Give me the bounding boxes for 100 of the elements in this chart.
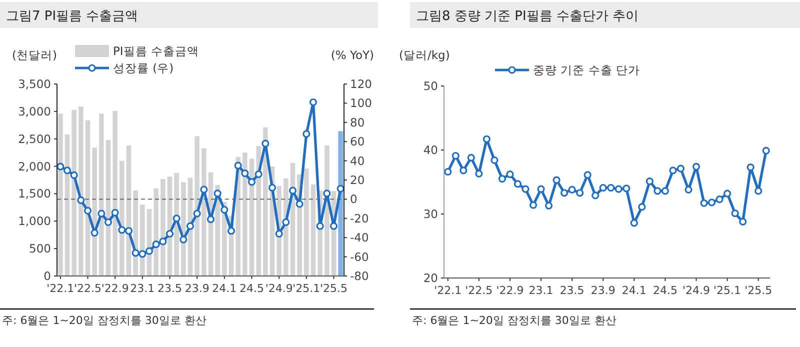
point (661, 187, 670, 195)
point (77, 196, 85, 204)
point (275, 230, 283, 238)
point (614, 185, 622, 193)
point (676, 164, 685, 172)
y-tick-label: 3,000 (18, 104, 51, 118)
point (529, 201, 538, 209)
x-tick-label: '24.9 (682, 284, 710, 297)
point (180, 236, 188, 244)
point (754, 187, 762, 195)
bar (78, 106, 84, 276)
y-tick-label: 20 (423, 271, 438, 285)
point (746, 163, 754, 172)
point (452, 152, 460, 160)
point (172, 214, 180, 222)
point (576, 189, 584, 197)
x-tick-label: 23.1 (130, 282, 155, 295)
legend-label: 성장률 (우) (113, 61, 174, 75)
x-tick-label: 24.1 (622, 284, 646, 297)
legend-label: 중량 기준 수출 단가 (533, 63, 640, 77)
point (214, 190, 222, 198)
point (248, 178, 256, 186)
point (98, 210, 106, 218)
point (654, 187, 662, 195)
bar (120, 160, 124, 276)
point (132, 249, 140, 257)
y2-tick-label: 80 (350, 115, 365, 130)
point (316, 222, 324, 230)
point (336, 184, 344, 192)
x-tick-label: '22.5 (465, 284, 493, 297)
y2-tick-label: 20 (350, 173, 365, 187)
point (186, 222, 194, 230)
point (118, 226, 126, 234)
text: 주: 6월은 1~20일 잠정치를 30일로 환산 (2, 314, 206, 327)
point (90, 229, 98, 237)
y2-tick-label: -60 (350, 250, 369, 264)
text: 주: 6월은 1~20일 잠정치를 30일로 환산 (412, 314, 616, 327)
x-tick-label: 24.5 (652, 284, 678, 297)
y2-tick-label: 120 (350, 77, 372, 91)
point (630, 219, 638, 227)
point (762, 146, 770, 154)
point (302, 130, 310, 138)
point (646, 178, 654, 186)
x-tick-label: 23.5 (158, 282, 182, 295)
x-tick-label: 23.9 (184, 282, 210, 295)
x-tick-label: '25.1 (292, 282, 320, 295)
y-tick-label: 30 (423, 207, 438, 221)
point (724, 190, 732, 198)
point (514, 180, 522, 188)
point (84, 206, 92, 215)
point (544, 202, 553, 210)
point (708, 198, 716, 206)
y-tick-label: 0 (44, 269, 51, 283)
x-tick-label: '25.5 (320, 282, 348, 295)
point (506, 170, 514, 178)
point (234, 162, 242, 170)
point (584, 171, 592, 179)
x-tick-label: 23.9 (590, 284, 616, 297)
x-tick-label: '22.1 (434, 284, 462, 297)
point (254, 170, 262, 178)
point (622, 184, 630, 192)
point (692, 162, 700, 170)
y-tick-label: 1,000 (18, 214, 51, 228)
x-tick-label: '25.5 (744, 284, 772, 297)
y2-tick-label: 100 (350, 96, 372, 110)
y-axis-title: (달러/kg) (399, 48, 450, 62)
x-tick-label: '22.9 (496, 284, 524, 297)
y-tick-label: 3,500 (18, 77, 51, 91)
point (684, 186, 692, 194)
point (669, 166, 677, 174)
x-tick-label: '22.1 (46, 282, 74, 295)
point (552, 176, 560, 184)
point (716, 195, 724, 204)
x-tick-label: '22.9 (101, 282, 129, 295)
bar (99, 114, 104, 276)
bar (310, 184, 316, 276)
y2-tick-label: 60 (350, 134, 365, 149)
y2-tick-label: 0 (350, 192, 358, 206)
point (537, 185, 545, 193)
bar (154, 188, 158, 276)
point (323, 190, 331, 198)
point (268, 184, 276, 192)
point (200, 186, 208, 194)
point (63, 166, 72, 174)
point (460, 166, 468, 174)
y-tick-label: 2,500 (18, 132, 51, 146)
point (152, 240, 160, 248)
point (739, 218, 747, 226)
bar (304, 168, 309, 276)
point (282, 218, 290, 226)
point (592, 192, 600, 200)
bar (92, 148, 97, 276)
chart-title: 그림8 중량 기준 PI필름 수출단가 추이 (416, 9, 639, 24)
y-tick-label: 50 (423, 79, 438, 93)
bar (256, 146, 261, 276)
point (145, 247, 154, 255)
bar (194, 136, 200, 276)
point (193, 210, 201, 218)
bar (242, 152, 248, 276)
point (475, 170, 483, 178)
